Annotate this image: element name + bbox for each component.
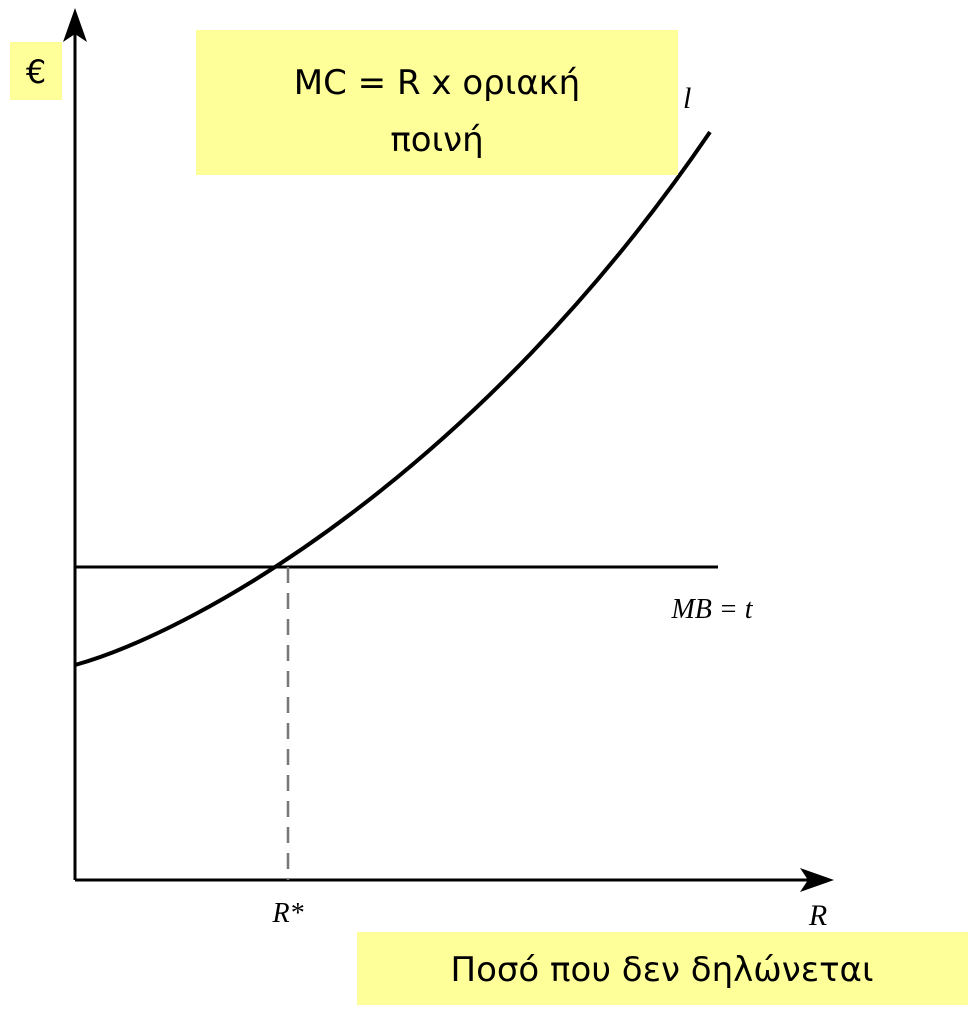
mc-label-fragment: l: [683, 82, 691, 115]
mc-box: [196, 30, 678, 175]
x-axis-label: R: [808, 899, 827, 932]
mc-curve: [74, 130, 712, 667]
mc-box-line: ποινή: [390, 120, 483, 160]
x-caption-box: [357, 932, 968, 1005]
y-axis-label-box: [10, 42, 62, 100]
y-axis-arrow: [63, 8, 87, 42]
y-axis-label: €: [26, 53, 46, 91]
x-caption: Ποσό που δεν δηλώνεται: [451, 950, 874, 990]
x-axis-arrow: [800, 868, 834, 892]
mc-box-line: MC = R x οριακή: [294, 63, 580, 103]
mb-label: MB = t: [670, 594, 753, 625]
equilibrium-label: R*: [271, 898, 303, 929]
